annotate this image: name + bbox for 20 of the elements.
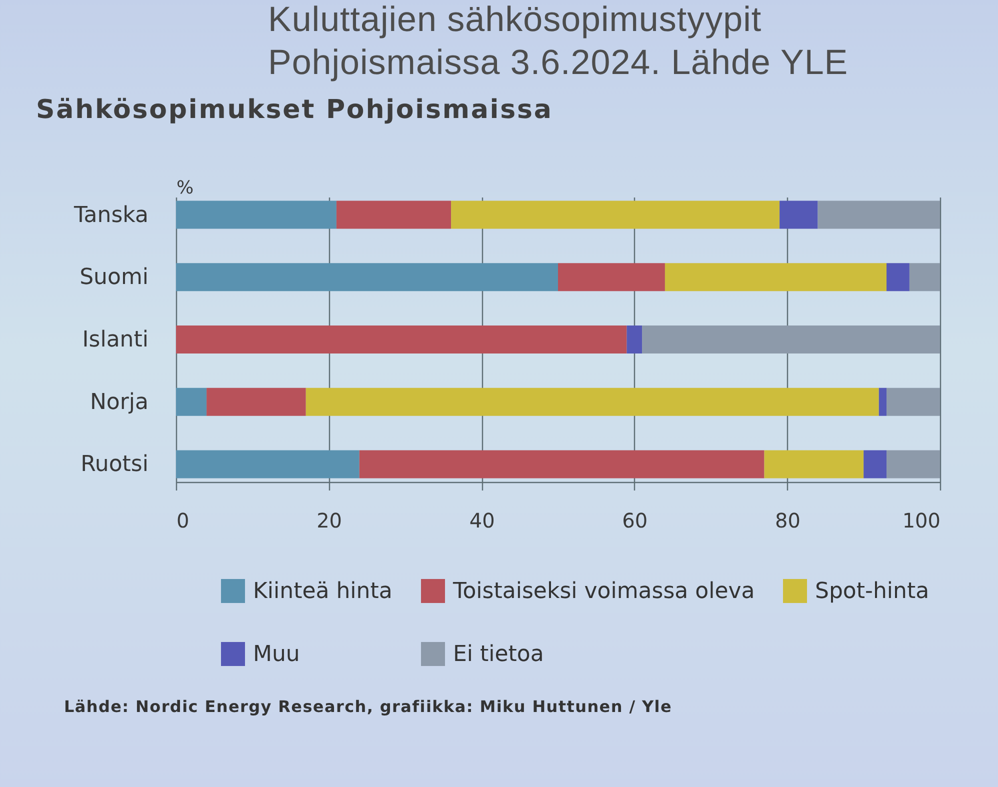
legend-label: Ei tietoa: [453, 642, 544, 667]
x-tick-label: 40: [469, 508, 495, 532]
x-tick-label: 60: [622, 508, 648, 532]
legend-label: Spot-hinta: [815, 579, 930, 604]
x-tick-label: 20: [316, 508, 342, 532]
legend-label: Kiinteä hinta: [253, 579, 392, 604]
y-tick-label: Islanti: [82, 328, 148, 352]
x-tick-label: 100: [902, 508, 940, 532]
text: Lähde: Nordic Energy Research, grafiikka: Miku Huttunen / Yle: [64, 697, 672, 716]
x-axis-title: %: [176, 178, 194, 198]
legend-label: Muu: [253, 642, 300, 667]
y-tick-label: Norja: [90, 390, 148, 415]
chart-subtitle: Sähkösopimukset Pohjoismaissa: [36, 95, 553, 125]
legend-label: Toistaiseksi voimassa oleva: [452, 579, 755, 604]
y-tick-label: Suomi: [80, 265, 148, 290]
chart-title: Kuluttajien sähkösopimustyypit Pohjoismaissa 3.6.2024. Lähde YLE: [268, 0, 850, 84]
x-tick-label: 80: [774, 508, 800, 532]
x-tick-label: 0: [176, 508, 190, 532]
y-tick-label: Ruotsi: [80, 452, 148, 478]
y-tick-label: Tanska: [72, 202, 148, 228]
